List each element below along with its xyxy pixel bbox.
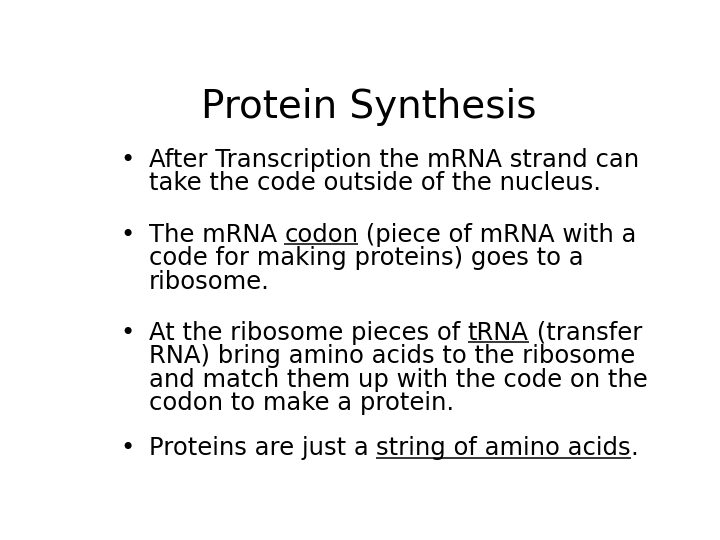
Text: Protein Synthesis: Protein Synthesis — [202, 87, 536, 126]
Text: •: • — [121, 436, 135, 460]
Text: ribosome.: ribosome. — [148, 270, 269, 294]
Text: RNA) bring amino acids to the ribosome: RNA) bring amino acids to the ribosome — [148, 344, 635, 368]
Text: codon: codon — [284, 223, 359, 247]
Text: take the code outside of the nucleus.: take the code outside of the nucleus. — [148, 172, 600, 195]
Text: codon to make a protein.: codon to make a protein. — [148, 391, 454, 415]
Text: (transfer: (transfer — [528, 321, 642, 345]
Text: The mRNA: The mRNA — [148, 223, 284, 247]
Text: .: . — [631, 436, 639, 460]
Text: •: • — [121, 148, 135, 172]
Text: (piece of mRNA with a: (piece of mRNA with a — [359, 223, 637, 247]
Text: string of amino acids: string of amino acids — [376, 436, 631, 460]
Text: code for making proteins) goes to a: code for making proteins) goes to a — [148, 246, 583, 271]
Text: tRNA: tRNA — [467, 321, 528, 345]
Text: At the ribosome pieces of: At the ribosome pieces of — [148, 321, 467, 345]
Text: After Transcription the mRNA strand can: After Transcription the mRNA strand can — [148, 148, 639, 172]
Text: and match them up with the code on the: and match them up with the code on the — [148, 368, 647, 392]
Text: •: • — [121, 223, 135, 247]
Text: Proteins are just a: Proteins are just a — [148, 436, 376, 460]
Text: •: • — [121, 321, 135, 345]
